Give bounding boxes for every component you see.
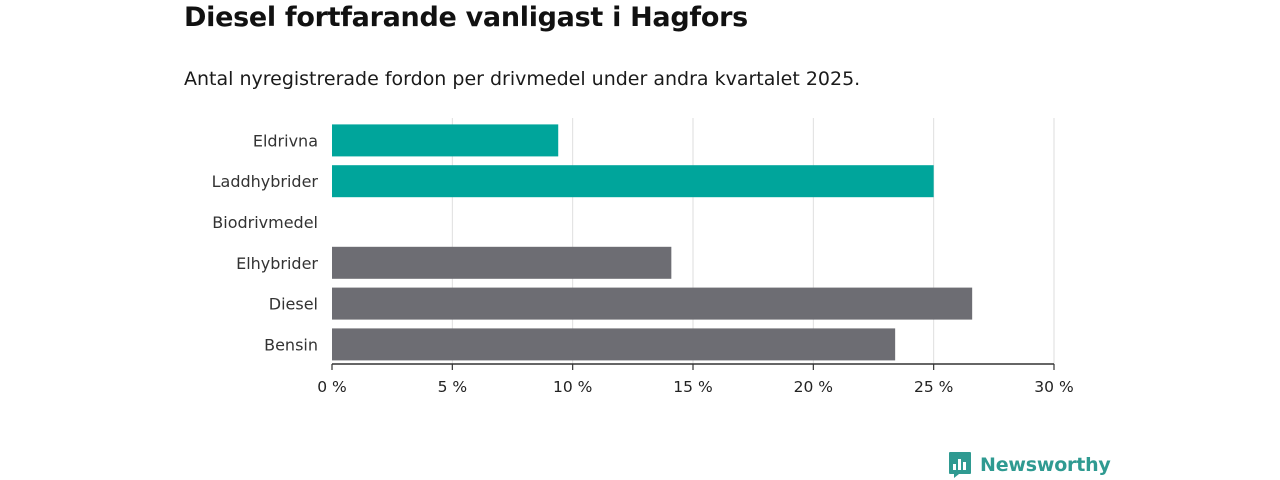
bar-laddhybrider xyxy=(332,165,934,198)
category-label: Diesel xyxy=(269,295,318,314)
newsworthy-logo-icon xyxy=(949,452,971,478)
category-labels: Eldrivna Laddhybrider Biodrivmedel Elhybrid… xyxy=(212,131,319,354)
bar-bensin xyxy=(332,328,896,361)
bar-diesel xyxy=(332,287,973,320)
newsworthy-wordmark: Newsworthy xyxy=(980,454,1111,476)
x-tick-label: 20 % xyxy=(794,378,833,396)
category-label: Bensin xyxy=(264,335,318,354)
x-tick-label: 5 % xyxy=(438,378,468,396)
bar-elhybrider xyxy=(332,246,672,279)
chart-title: Diesel fortfarande vanligast i Hagfors xyxy=(184,2,748,33)
x-tick-label: 10 % xyxy=(553,378,592,396)
category-label: Laddhybrider xyxy=(212,172,319,191)
bar-eldrivna xyxy=(332,124,559,157)
x-axis: 0 % 5 % 10 % 15 % 20 % 25 % 30 % xyxy=(317,363,1074,396)
newsworthy-branding: Newsworthy xyxy=(948,450,1111,480)
category-label: Elhybrider xyxy=(236,254,318,273)
grid-lines xyxy=(451,118,1055,364)
category-label: Eldrivna xyxy=(253,131,318,150)
category-label: Biodrivmedel xyxy=(212,213,318,232)
x-tick-label: 0 % xyxy=(317,378,347,396)
bars xyxy=(332,124,973,361)
chart-subtitle: Antal nyregistrerade fordon per drivmede… xyxy=(184,68,861,90)
x-tick-label: 15 % xyxy=(673,378,712,396)
x-tick-label: 25 % xyxy=(914,378,953,396)
x-tick-label: 30 % xyxy=(1034,378,1073,396)
